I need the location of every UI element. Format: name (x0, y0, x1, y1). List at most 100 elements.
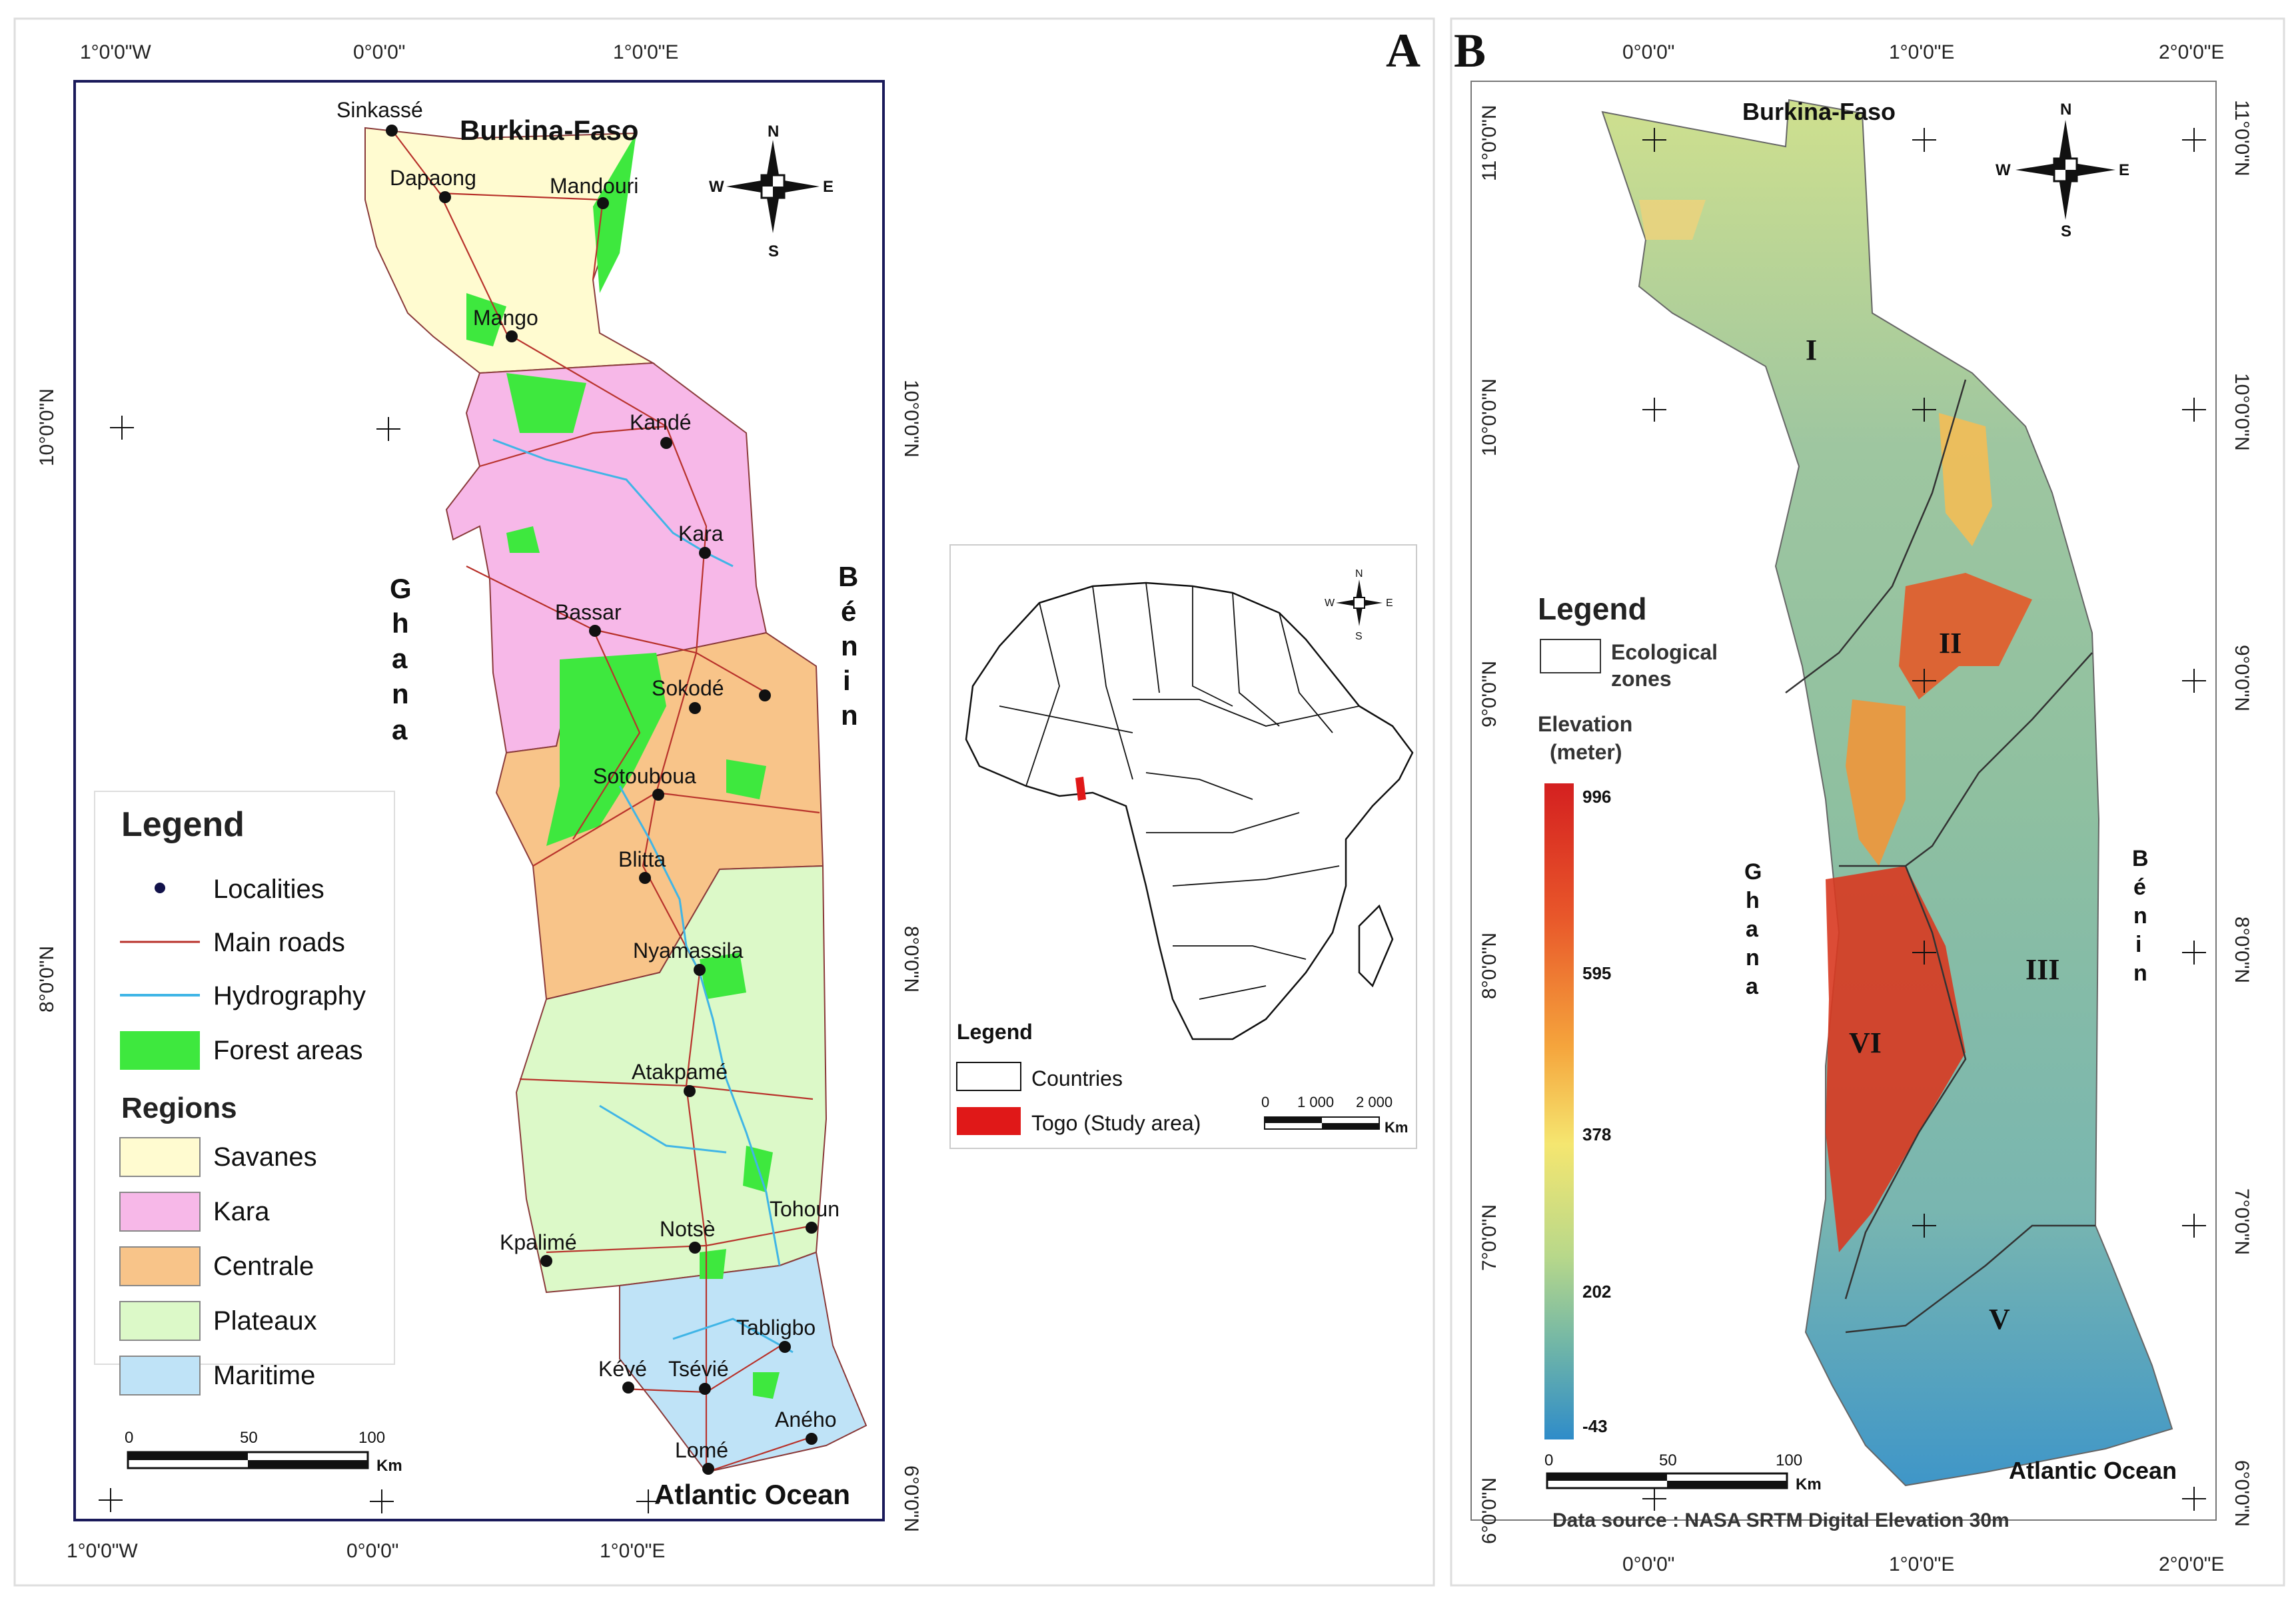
hydrography (492, 438, 794, 1354)
ecological-zone-boundaries (1785, 379, 2095, 1334)
compass-s: S (768, 242, 779, 260)
madagascar (1358, 904, 1394, 988)
locality-dot (597, 197, 609, 209)
legend-swatch-plateaux (119, 1301, 201, 1341)
coord-bottom-1: 1°0'0"W (67, 1540, 138, 1562)
inset-scale-tick: 0 (1261, 1094, 1269, 1110)
ghana-letter: n (392, 678, 409, 709)
compass-b-n: N (2060, 101, 2071, 119)
inset-legend-title: Legend (957, 1020, 1033, 1044)
inset-legend-countries: Countries (1031, 1066, 1123, 1090)
b-coord-top: 1°0'0"E (1889, 41, 1954, 63)
legend-hydrography: Hydrography (213, 981, 366, 1010)
legend-forest-symbol (120, 1031, 200, 1070)
locality-mango: Mango (473, 306, 538, 330)
b-coord-bottom: 2°0'0"E (2159, 1553, 2224, 1575)
ghana-letter: G (390, 573, 412, 604)
locality-dot (652, 789, 664, 801)
panel-b-grid-crosses (1642, 128, 2206, 1511)
b-scale-tick: 100 (1776, 1451, 1802, 1469)
b-coord-right: 11°0'0"N (2231, 100, 2253, 177)
inset-compass-w: W (1325, 598, 1335, 609)
legend-forest-areas: Forest areas (213, 1036, 363, 1065)
inset-scale-tick: 2 000 (1356, 1094, 1393, 1110)
compass-b-e: E (2119, 161, 2129, 179)
legend-region-maritime: Maritime (213, 1361, 315, 1390)
region-kara (445, 362, 768, 754)
north-arrow-a: N S E W (709, 123, 834, 260)
benin-b-letter: n (2133, 961, 2147, 986)
legend-a: Legend Localities Main roads Hydrography… (94, 791, 395, 1396)
togo-highlight (1075, 777, 1086, 801)
ghana-b-letter: a (1746, 917, 1759, 942)
localities: Sinkassé Dapaong Mandouri Mango Kandé Ka… (336, 98, 840, 1475)
country-burkina-faso-b: Burkina-Faso (1742, 98, 1896, 125)
b-coord-bottom: 1°0'0"E (1889, 1553, 1954, 1575)
inset-compass-s: S (1355, 631, 1363, 642)
compass-w: W (709, 178, 724, 196)
elev-tick-neg43: -43 (1582, 1416, 1608, 1436)
ghana-b-letter: G (1744, 859, 1762, 885)
locality-dot (660, 437, 672, 449)
legend-b: Legend Ecological zones Elevation (meter… (1538, 592, 1718, 1439)
b-coord-top: 2°0'0"E (2159, 41, 2224, 63)
locality-mandouri: Mandouri (550, 174, 638, 198)
locality-dot (506, 330, 518, 342)
coord-right-2: 8°0'0"N (900, 926, 922, 993)
locality-tsevie: Tsévié (668, 1357, 729, 1381)
b-coord-right: 9°0'0"N (2231, 645, 2253, 711)
b-coord-bottom: 0°0'0" (1622, 1553, 1674, 1575)
country-burkina-faso-a: Burkina-Faso (460, 115, 638, 146)
locality-sokode: Sokodé (652, 676, 724, 700)
region-maritime (619, 1251, 867, 1473)
zone-label-ii: II (1939, 627, 1962, 659)
country-ghana-b: G h a n a (1744, 859, 1762, 999)
country-ghana-a: G h a n a (390, 573, 412, 745)
locality-nyamassila: Nyamassila (633, 939, 744, 963)
locality-sotouboua: Sotouboua (593, 764, 696, 788)
legend-a-title: Legend (121, 805, 245, 844)
legend-main-roads: Main roads (213, 928, 345, 957)
zone-label-iii: III (2025, 953, 2059, 986)
locality-lome: Lomé (675, 1438, 728, 1462)
b-coord-right: 6°0'0"N (2231, 1460, 2253, 1527)
locality-notse: Notsè (660, 1217, 716, 1241)
locality-dot (699, 1383, 711, 1395)
locality-blitta: Blitta (618, 847, 666, 871)
b-scale-tick: 50 (1659, 1451, 1677, 1469)
benin-b-letter: é (2133, 875, 2146, 900)
compass-n: N (768, 123, 779, 141)
locality-kande: Kandé (630, 410, 692, 434)
locality-kpalime: Kpalimé (500, 1230, 577, 1254)
scale-tick: 50 (240, 1429, 258, 1447)
panel-b-label: B (1454, 24, 1486, 77)
legend-swatch-centrale (119, 1246, 201, 1286)
africa-inset: N S E W Legend Countries Togo (Study are… (949, 544, 1417, 1149)
elev-tick-378: 378 (1582, 1124, 1611, 1144)
legend-b-title: Legend (1538, 592, 1647, 626)
benin-letter: n (841, 699, 858, 731)
forest-areas (466, 133, 780, 1399)
b-coord-left: 10°0'0"N (1478, 378, 1500, 456)
locality-keve: Kévé (598, 1357, 647, 1381)
locality-dot (684, 1085, 696, 1097)
legend-swatch-maritime (119, 1356, 201, 1396)
locality-dot (589, 625, 601, 637)
coord-left-1: 10°0'0"N (36, 388, 58, 466)
africa-outline (965, 582, 1414, 1040)
elev-tick-595: 595 (1582, 963, 1611, 983)
elev-tick-996: 996 (1582, 787, 1611, 807)
locality-tabligbo: Tabligbo (736, 1316, 816, 1340)
locality-dot (759, 689, 771, 701)
b-scale-tick: 0 (1544, 1451, 1553, 1469)
legend-localities: Localities (213, 875, 324, 904)
atlantic-ocean-a: Atlantic Ocean (654, 1479, 850, 1510)
locality-dot (806, 1222, 818, 1234)
elev-tick-202: 202 (1582, 1282, 1611, 1302)
coord-top-2: 0°0'0" (353, 41, 405, 63)
data-source-note: Data source : NASA SRTM Digital Elevatio… (1552, 1509, 2009, 1531)
locality-sinkasse: Sinkassé (336, 98, 423, 122)
compass-e: E (823, 178, 834, 196)
elevation-ramp (1544, 783, 1574, 1439)
inset-scale-tick: 1 000 (1297, 1094, 1334, 1110)
